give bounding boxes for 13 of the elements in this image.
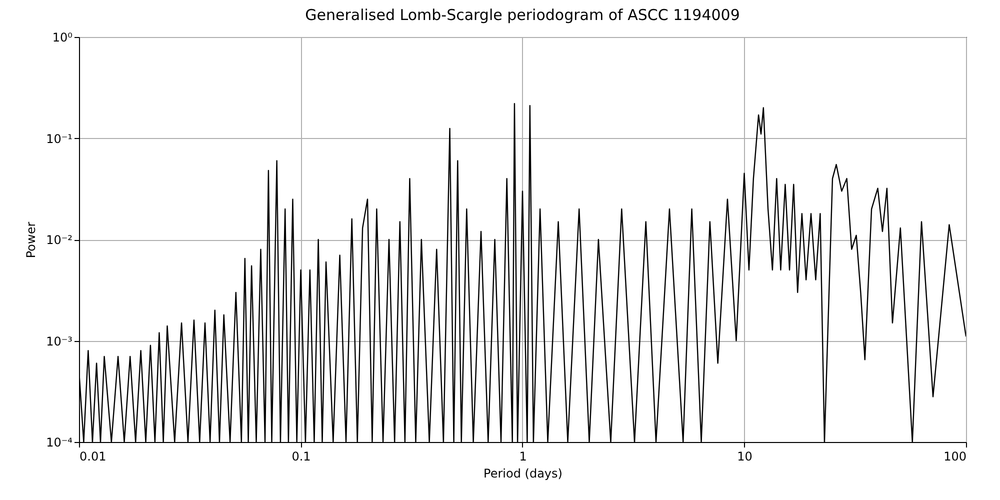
x-tick-label: 100 xyxy=(944,450,966,464)
y-axis-title: Power xyxy=(24,222,38,258)
x-tick-label: 1 xyxy=(519,450,527,464)
y-tick-label: 10⁻² xyxy=(46,233,73,247)
x-tick-label: 10 xyxy=(737,450,752,464)
y-tick-label: 10⁻⁴ xyxy=(46,436,73,450)
x-axis-title: Period (days) xyxy=(484,466,562,480)
x-tick-label: 0.1 xyxy=(292,450,311,464)
y-tick-label: 10⁻³ xyxy=(46,334,73,348)
y-tick-label: 10⁰ xyxy=(52,30,73,44)
x-tick-label: 0.01 xyxy=(80,450,106,464)
chart-title: Generalised Lomb-Scargle periodogram of ASCC 1194009 xyxy=(305,6,740,24)
y-tick-label: 10⁻¹ xyxy=(46,132,73,146)
